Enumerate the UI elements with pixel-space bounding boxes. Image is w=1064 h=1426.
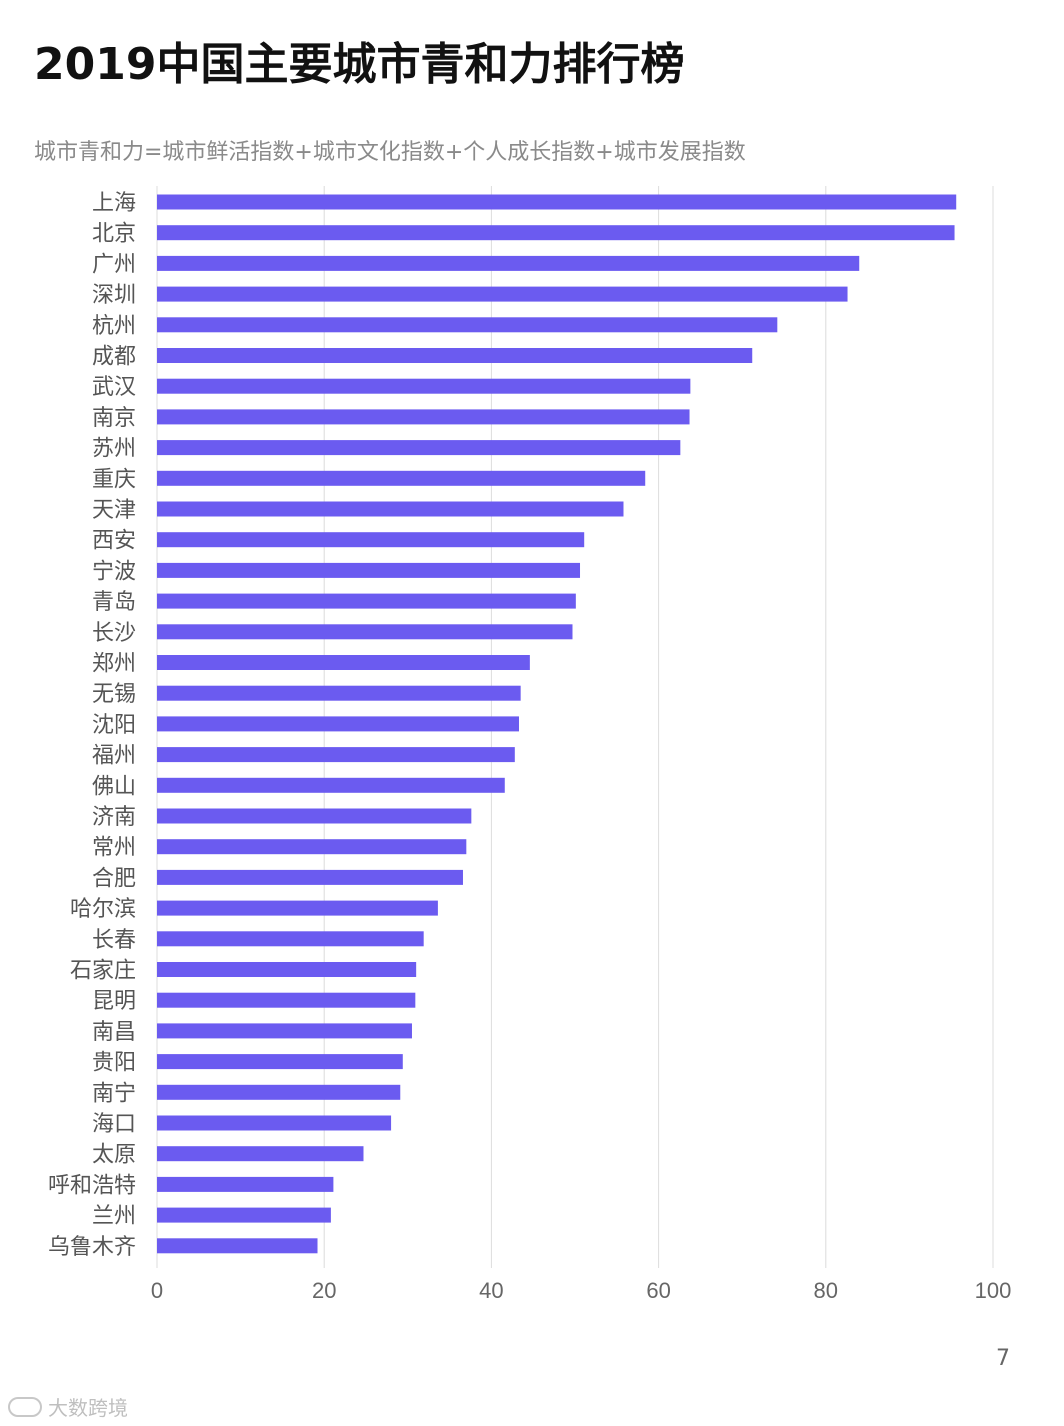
category-label: 海口 [92,1112,136,1137]
category-label: 合肥 [92,866,136,891]
category-label: 深圳 [92,283,136,308]
x-tick-label: 20 [312,1278,336,1303]
bar [157,440,681,456]
bar [157,624,573,640]
category-label: 南宁 [92,1081,136,1106]
category-label: 宁波 [92,559,136,584]
bar [157,1023,412,1039]
category-label: 沈阳 [92,713,136,738]
bar [157,1176,334,1192]
x-tick-label: 100 [975,1278,1012,1303]
bar [157,962,417,977]
bar [157,747,515,763]
x-tick-label: 0 [151,1278,163,1303]
bar [157,194,957,210]
bar [157,225,955,241]
bar [157,532,585,548]
bar [157,900,438,916]
bar [157,286,848,302]
bar [157,317,778,333]
category-label: 南京 [92,406,136,431]
category-label: 太原 [92,1143,136,1168]
category-label: 广州 [92,252,136,277]
watermark: 大数跨境 [8,1392,128,1421]
bar [157,1238,318,1254]
bar [157,655,530,670]
category-label: 苏州 [92,437,136,462]
category-label: 哈尔滨 [70,897,136,922]
category-label: 天津 [92,498,136,523]
bar [157,1207,331,1223]
category-label: 成都 [92,345,136,370]
category-label: 长春 [92,928,136,953]
bar [157,1146,364,1162]
x-tick-label: 60 [646,1278,670,1303]
bar [157,348,753,363]
bar [157,1054,403,1070]
bar [157,593,576,609]
bar [157,716,519,732]
chart-title: 2019中国主要城市青和力排行榜 [34,39,685,90]
bar [157,1084,401,1100]
category-label: 青岛 [92,590,136,615]
category-label: 武汉 [92,375,136,400]
page-number: 7 [996,1346,1010,1371]
category-label: 南昌 [92,1020,136,1045]
bar [157,378,691,394]
category-label: 西安 [92,529,136,554]
bar [157,409,690,425]
bar [157,685,521,701]
category-label: 兰州 [92,1204,136,1229]
bar [157,839,467,855]
category-label: 无锡 [92,682,136,707]
watermark-text: 大数跨境 [48,1396,128,1420]
category-label: 常州 [92,836,136,861]
bar [157,869,463,885]
category-label: 佛山 [92,774,136,799]
category-labels: 上海北京广州深圳杭州成都武汉南京苏州重庆天津西安宁波青岛长沙郑州无锡沈阳福州佛山… [48,191,136,1260]
category-label: 贵阳 [92,1051,136,1076]
category-label: 重庆 [92,467,136,492]
bar [157,777,505,793]
bar [157,470,646,486]
category-label: 福州 [92,744,136,769]
category-label: 北京 [92,222,136,247]
x-tick-label: 40 [479,1278,503,1303]
category-label: 长沙 [92,621,136,646]
category-label: 石家庄 [70,959,136,984]
x-tick-label: 80 [814,1278,838,1303]
bar [157,562,581,578]
x-tick-labels: 0 20 40 60 80 100 [151,1278,1011,1303]
bar [157,255,860,271]
category-label: 杭州 [92,314,136,339]
chart-subtitle: 城市青和力=城市鲜活指数+城市文化指数+个人成长指数+城市发展指数 [34,140,746,165]
category-label: 昆明 [92,989,136,1014]
bar [157,1115,392,1131]
category-label: 上海 [92,191,136,216]
bar [157,808,472,824]
category-label: 郑州 [92,652,136,677]
bars [157,194,957,1254]
category-label: 呼和浩特 [48,1173,136,1198]
bar [157,501,624,517]
category-label: 济南 [92,805,136,830]
category-label: 乌鲁木齐 [48,1235,136,1260]
bar [157,992,416,1008]
watermark-logo-icon [8,1396,42,1417]
bar [157,931,424,947]
